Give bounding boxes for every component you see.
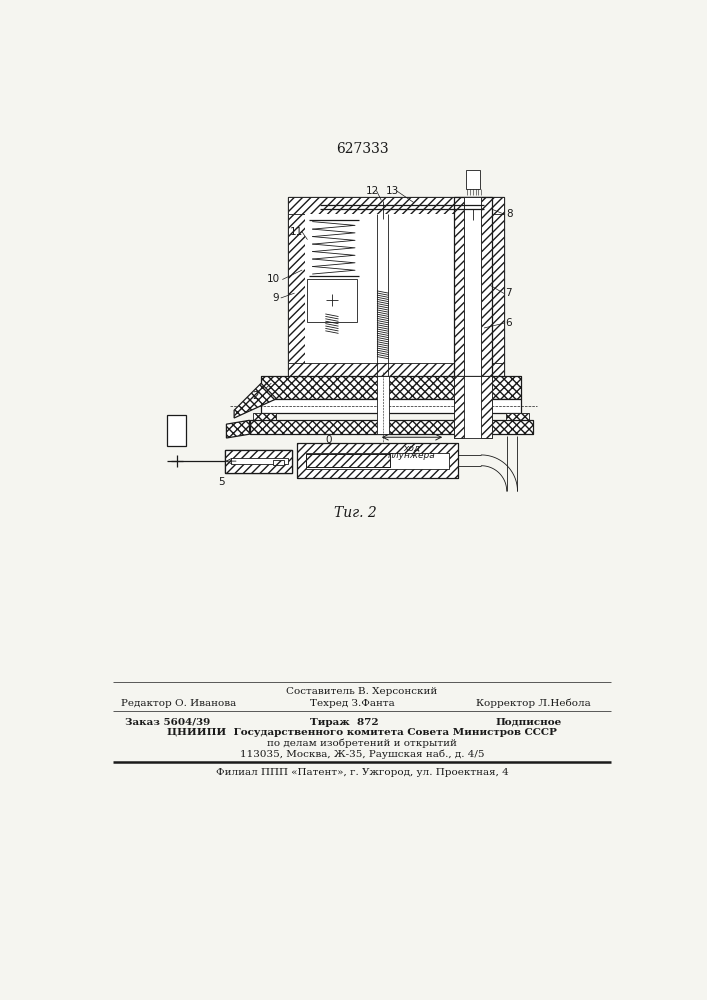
Polygon shape: [234, 383, 276, 418]
Text: 5: 5: [218, 477, 224, 487]
Text: Тираж  872: Тираж 872: [310, 718, 378, 727]
Bar: [261, 399, 521, 413]
Text: 13: 13: [386, 186, 399, 196]
Text: Филиал ППП «Патент», г. Ужгород, ул. Проектная, 4: Филиал ППП «Патент», г. Ужгород, ул. Про…: [216, 768, 508, 777]
Text: 10: 10: [267, 274, 280, 284]
Text: Составитель В. Херсонский: Составитель В. Херсонский: [286, 687, 438, 696]
Bar: [377, 376, 389, 434]
Circle shape: [380, 215, 386, 222]
Text: 6: 6: [505, 318, 512, 328]
Bar: [231, 458, 288, 464]
Bar: [250, 420, 533, 434]
Bar: [250, 420, 533, 434]
Text: 9: 9: [272, 293, 279, 303]
Bar: [454, 197, 464, 391]
Bar: [261, 376, 521, 399]
Bar: [167, 415, 187, 446]
Polygon shape: [226, 420, 250, 438]
Bar: [273, 460, 284, 465]
Circle shape: [326, 294, 338, 306]
Text: плунжера: плунжера: [388, 451, 436, 460]
Bar: [466, 170, 480, 189]
Bar: [261, 376, 521, 399]
Text: 0: 0: [326, 435, 332, 445]
Bar: [305, 454, 390, 467]
Bar: [296, 443, 458, 478]
Bar: [487, 197, 504, 379]
Bar: [308, 279, 357, 322]
Text: 2: 2: [252, 391, 259, 401]
Bar: [288, 197, 504, 214]
Bar: [305, 454, 390, 467]
Text: Корректор Л.Небола: Корректор Л.Небола: [476, 699, 590, 708]
Text: Τиг. 2: Τиг. 2: [334, 506, 377, 520]
Text: Редактор О. Иванова: Редактор О. Иванова: [121, 699, 236, 708]
Text: ход: ход: [404, 444, 421, 453]
Text: ЦНИИПИ  Государственного комитета Совета Министров СССР: ЦНИИПИ Государственного комитета Совета …: [167, 728, 557, 737]
Text: Техред З.Фанта: Техред З.Фанта: [310, 699, 395, 708]
Text: 11: 11: [290, 227, 303, 237]
Bar: [253, 413, 276, 420]
Bar: [305, 453, 449, 469]
Bar: [305, 214, 487, 363]
Bar: [506, 413, 529, 420]
Bar: [225, 450, 292, 473]
Text: 113035, Москва, Ж-35, Раушская наб., д. 4/5: 113035, Москва, Ж-35, Раушская наб., д. …: [240, 750, 484, 759]
Text: 7: 7: [505, 288, 512, 298]
Bar: [225, 450, 292, 473]
Bar: [296, 443, 458, 478]
Bar: [454, 197, 492, 391]
Bar: [464, 197, 481, 391]
Bar: [481, 197, 492, 391]
Text: по делам изобретений и открытий: по делам изобретений и открытий: [267, 739, 457, 748]
Bar: [481, 376, 492, 438]
Bar: [225, 450, 292, 473]
Bar: [454, 376, 464, 438]
Text: 12: 12: [366, 186, 380, 196]
Text: 627333: 627333: [336, 142, 388, 156]
Bar: [288, 363, 504, 379]
Circle shape: [466, 325, 480, 339]
Text: 8: 8: [506, 209, 513, 219]
Bar: [454, 376, 492, 438]
Bar: [288, 197, 305, 379]
Text: Заказ 5604/39: Заказ 5604/39: [124, 718, 210, 727]
Text: Подписное: Подписное: [496, 718, 562, 727]
